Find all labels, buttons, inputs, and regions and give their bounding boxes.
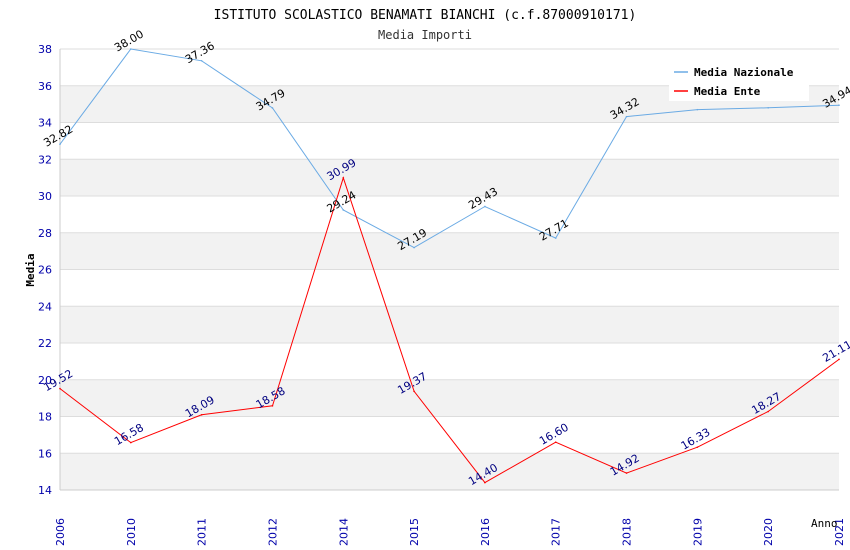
data-point [554, 237, 557, 239]
x-tick-label: 2016 [479, 518, 492, 546]
x-tick-label: 2018 [621, 518, 634, 546]
legend-box [669, 59, 809, 101]
data-point [342, 209, 345, 211]
data-point [271, 405, 274, 407]
x-tick-label: 2015 [408, 518, 421, 546]
data-point [200, 414, 203, 416]
plot-background [59, 48, 839, 491]
data-point [130, 48, 132, 50]
y-tick-label: 22 [38, 337, 52, 350]
series-lines [59, 48, 840, 484]
x-tick-label: 2012 [266, 518, 279, 546]
x-tick-label: 2014 [337, 518, 350, 546]
grid-band [60, 453, 839, 490]
grid-band [60, 416, 839, 454]
data-point [484, 481, 486, 484]
y-axis-title: Media [24, 253, 37, 286]
chart-subtitle: Media Importi [378, 28, 472, 42]
grid-band [60, 343, 839, 380]
y-tick-label: 20 [38, 374, 52, 387]
grid-band [60, 232, 839, 270]
data-point [130, 441, 132, 444]
y-axis: 14 16 18 20 22 24 26 28 30 32 34 36 38 [38, 43, 52, 497]
grid-band [60, 306, 839, 343]
data-point [413, 390, 415, 393]
data-point [696, 446, 699, 448]
grid-band [60, 379, 839, 417]
y-tick-label: 32 [38, 153, 52, 166]
x-axis-title: Anno [811, 517, 838, 530]
data-point [342, 177, 345, 179]
y-tick-label: 26 [38, 264, 52, 277]
data-point [838, 104, 840, 107]
y-tick-label: 14 [38, 484, 52, 497]
grid-band [60, 122, 839, 160]
data-point [200, 59, 203, 62]
y-tick-label: 28 [38, 227, 52, 240]
data-point [484, 205, 486, 208]
grid-band [60, 159, 839, 196]
data-point [625, 472, 628, 474]
legend-label-ente: Media Ente [694, 85, 761, 98]
data-point [767, 410, 769, 413]
y-tick-label: 16 [38, 447, 52, 460]
series-line-1 [59, 176, 840, 484]
data-point [59, 387, 61, 390]
x-tick-label: 2020 [762, 518, 775, 546]
data-point [625, 115, 628, 118]
y-tick-label: 34 [38, 117, 52, 130]
x-axis: 2006 2010 2011 2012 2014 2015 2016 2017 2018 2019… [54, 518, 846, 546]
x-tick-label: 2019 [691, 518, 704, 546]
data-point [696, 108, 699, 111]
x-tick-label: 2011 [196, 518, 209, 546]
data-point [554, 441, 557, 444]
x-tick-label: 2021 [833, 518, 846, 546]
data-point [413, 246, 415, 249]
data-point [838, 358, 840, 361]
data-point [271, 107, 274, 109]
x-tick-label: 2017 [550, 518, 563, 546]
y-tick-label: 30 [38, 190, 52, 203]
y-tick-label: 36 [38, 80, 52, 93]
series-line-0 [59, 48, 840, 249]
chart-title: ISTITUTO SCOLASTICO BENAMATI BIANCHI (c.… [214, 8, 637, 23]
grid-band [60, 269, 839, 307]
x-tick-label: 2010 [125, 518, 138, 546]
y-tick-label: 24 [38, 300, 52, 313]
legend-label-nazionale: Media Nazionale [694, 66, 794, 79]
legend: Media Nazionale Media Ente [669, 59, 809, 101]
y-tick-label: 38 [38, 43, 52, 56]
y-tick-label: 18 [38, 411, 52, 424]
x-tick-label: 2006 [54, 518, 67, 546]
data-point [767, 107, 769, 109]
data-point [59, 143, 61, 145]
